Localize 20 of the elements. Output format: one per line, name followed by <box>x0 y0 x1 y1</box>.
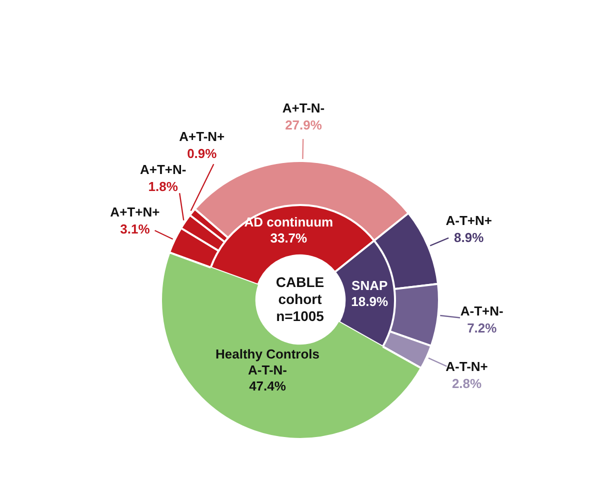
text: CABLE cohort n=1005 <box>276 274 324 324</box>
slice-label: A-T+N+ <box>446 213 492 228</box>
slice-label: A+T+N+ <box>110 204 160 220</box>
slice-label: A+T+N- <box>140 162 186 178</box>
data-label: 1.8% <box>148 179 178 194</box>
data-label: 7.2% <box>467 320 498 336</box>
slice-label: A+T-N+ <box>179 129 226 144</box>
data-label: 27.9% <box>285 118 322 133</box>
slice-label: Healthy Controls A-T-N- <box>215 346 320 378</box>
slice-label: A-T+N- <box>460 304 504 319</box>
data-label: 3.1% <box>120 222 150 237</box>
data-label: 33.7% <box>270 230 308 246</box>
slice-label: A+T-N- <box>282 100 325 116</box>
data-label: 47.4% <box>249 378 286 394</box>
data-label: 18.9% <box>351 294 388 309</box>
slice-label: A-T-N+ <box>446 358 488 374</box>
data-label: 2.8% <box>452 376 482 391</box>
slice-label: SNAP <box>352 278 388 293</box>
data-label: 0.9% <box>187 146 218 162</box>
data-label: 8.9% <box>454 230 484 246</box>
